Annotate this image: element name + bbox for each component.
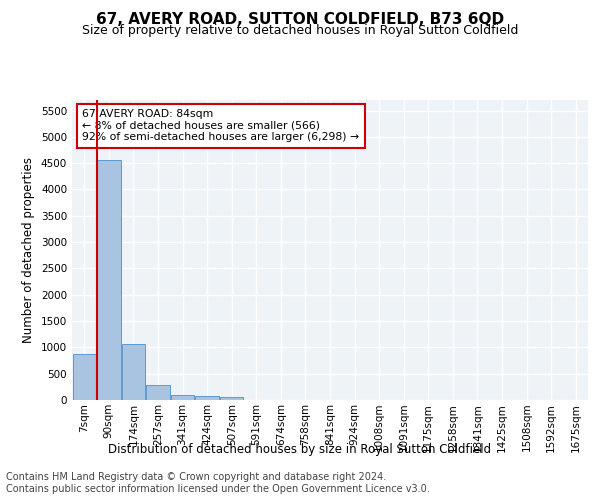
Bar (73, 354, 96, 400)
Y-axis label: Number of detached properties: Number of detached properties (22, 157, 35, 343)
Text: 67 AVERY ROAD: 84sqm
← 8% of detached houses are smaller (566)
92% of semi-detac: 67 AVERY ROAD: 84sqm ← 8% of detached ho… (82, 109, 359, 142)
Text: Distribution of detached houses by size in Royal Sutton Coldfield: Distribution of detached houses by size … (109, 442, 491, 456)
Bar (220, 398, 244, 400)
Bar (146, 384, 170, 400)
Bar (171, 396, 194, 400)
Text: Contains HM Land Registry data © Crown copyright and database right 2024.
Contai: Contains HM Land Registry data © Crown c… (6, 472, 430, 494)
Bar (97, 160, 121, 400)
Bar (122, 344, 145, 400)
Bar (196, 396, 219, 400)
Text: 67, AVERY ROAD, SUTTON COLDFIELD, B73 6QD: 67, AVERY ROAD, SUTTON COLDFIELD, B73 6Q… (96, 12, 504, 28)
Text: Size of property relative to detached houses in Royal Sutton Coldfield: Size of property relative to detached ho… (82, 24, 518, 37)
